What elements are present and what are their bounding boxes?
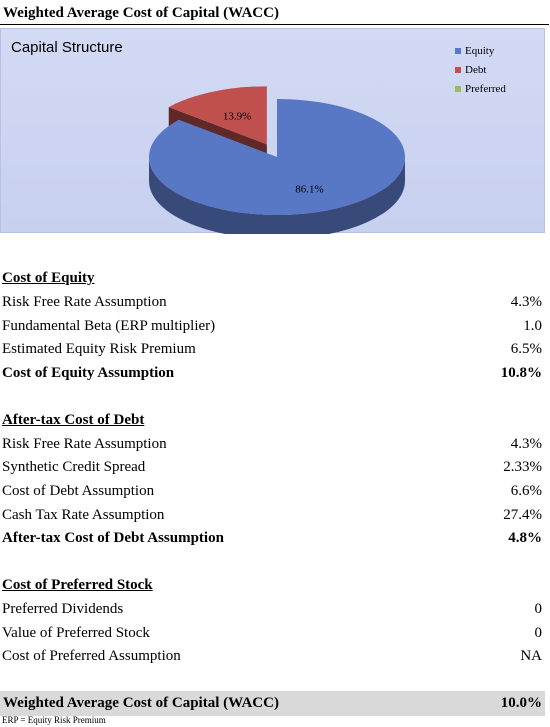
row-label: Cost of Debt Assumption	[2, 482, 155, 499]
row-preferred-dividends: Preferred Dividends 0	[2, 598, 542, 620]
pie-label-equity: 86.1%	[295, 184, 323, 196]
row-label: Risk Free Rate Assumption	[2, 293, 167, 310]
legend-label-preferred: Preferred	[465, 82, 506, 95]
row-debt-risk-free: Risk Free Rate Assumption 4.3%	[2, 433, 542, 455]
row-label: Synthetic Credit Spread	[2, 458, 146, 475]
row-equity-risk-free: Risk Free Rate Assumption 4.3%	[2, 291, 542, 313]
row-debt-total: After-tax Cost of Debt Assumption 4.8%	[2, 527, 542, 549]
row-value: 2.33%	[503, 458, 542, 475]
row-value: 4.3%	[510, 435, 542, 452]
row-debt-tax: Cash Tax Rate Assumption 27.4%	[2, 504, 542, 526]
section-header-equity: Cost of Equity	[2, 270, 95, 286]
legend-swatch-preferred	[455, 85, 461, 92]
row-label: Cost of Equity Assumption	[2, 364, 175, 381]
row-value: 0	[534, 600, 543, 617]
section-header-preferred: Cost of Preferred Stock	[2, 577, 153, 593]
row-value: 6.5%	[510, 340, 542, 357]
wacc-label: Weighted Average Cost of Capital (WACC)	[3, 695, 279, 711]
row-value: 10.8%	[500, 364, 542, 381]
legend-label-debt: Debt	[465, 63, 487, 76]
row-preferred-cost: Cost of Preferred Assumption NA	[2, 645, 542, 667]
legend-swatch-equity	[455, 47, 461, 54]
row-equity-beta: Fundamental Beta (ERP multiplier) 1.0	[2, 315, 542, 337]
pie-slice-equity	[149, 99, 405, 215]
pie-slice-debt	[168, 86, 267, 145]
pie-label-debt: 13.9%	[223, 110, 251, 122]
page-title: Weighted Average Cost of Capital (WACC)	[0, 0, 549, 25]
row-debt-spread: Synthetic Credit Spread 2.33%	[2, 456, 542, 478]
row-equity-erp: Estimated Equity Risk Premium 6.5%	[2, 338, 542, 360]
row-label: After-tax Cost of Debt Assumption	[2, 529, 224, 546]
row-label: Cost of Preferred Assumption	[2, 647, 181, 664]
pie-side-equity	[149, 157, 405, 234]
row-preferred-value: Value of Preferred Stock 0	[2, 622, 542, 644]
row-equity-total: Cost of Equity Assumption 10.8%	[2, 362, 542, 384]
row-value: 4.8%	[508, 529, 542, 546]
row-value: 4.3%	[510, 293, 542, 310]
wacc-value: 10.0%	[500, 695, 542, 711]
legend-label-equity: Equity	[465, 44, 495, 57]
pie-chart: 86.1% 13.9%	[149, 86, 405, 234]
chart-title: Capital Structure	[11, 39, 123, 56]
section-header-debt: After-tax Cost of Debt	[2, 412, 145, 428]
row-value: 6.6%	[510, 482, 542, 499]
wacc-total-bar: Weighted Average Cost of Capital (WACC) …	[0, 691, 545, 716]
legend-item-equity: Equity	[455, 41, 506, 60]
row-label: Fundamental Beta (ERP multiplier)	[2, 317, 216, 334]
row-label: Value of Preferred Stock	[2, 624, 150, 641]
legend-item-debt: Debt	[455, 60, 506, 79]
row-value: 0	[534, 624, 543, 641]
row-value: NA	[520, 647, 542, 664]
footnote: ERP = Equity Risk Premium	[2, 715, 106, 725]
capital-structure-chart: Capital Structure 86.1% 13.9% Equity Debt…	[0, 28, 545, 234]
row-label: Cash Tax Rate Assumption	[2, 506, 165, 523]
row-label: Preferred Dividends	[2, 600, 124, 617]
legend-item-preferred: Preferred	[455, 79, 506, 98]
row-label: Estimated Equity Risk Premium	[2, 340, 196, 357]
row-debt-cost: Cost of Debt Assumption 6.6%	[2, 480, 542, 502]
row-label: Risk Free Rate Assumption	[2, 435, 167, 452]
row-value: 27.4%	[503, 506, 542, 523]
row-value: 1.0	[523, 317, 542, 334]
chart-legend: Equity Debt Preferred	[455, 41, 506, 98]
legend-swatch-debt	[455, 66, 461, 73]
